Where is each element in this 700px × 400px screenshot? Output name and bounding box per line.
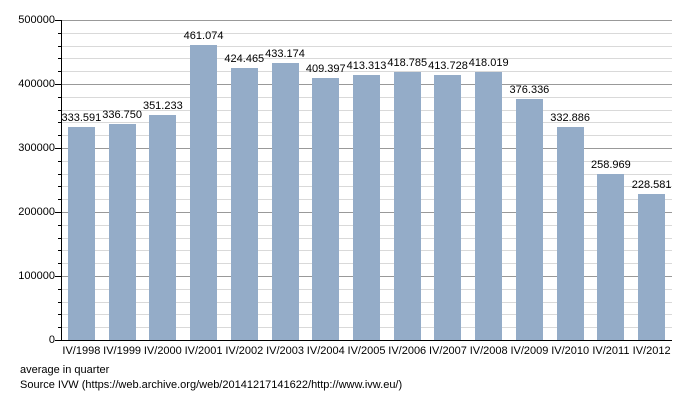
x-tick-label: IV/2006 [388, 345, 427, 357]
minor-tick [58, 186, 61, 188]
bar [434, 75, 462, 340]
bar [393, 71, 421, 340]
x-tick-label: IV/2001 [184, 345, 223, 357]
x-tick-label: IV/2011 [592, 345, 630, 357]
bar-value-label: 413.728 [428, 60, 468, 73]
minor-tick [58, 250, 61, 252]
minor-tick [58, 58, 61, 60]
minor-tick [58, 301, 61, 303]
bar-value-label: 418.785 [387, 56, 428, 69]
x-tick-label: IV/1998 [62, 345, 101, 357]
minor-tick [58, 32, 61, 34]
bar-value-label: 461.074 [183, 29, 224, 42]
bar [353, 75, 380, 340]
x-tick-label: IV/2003 [266, 345, 304, 357]
bar [271, 62, 299, 340]
major-tick [55, 84, 61, 85]
bar-value-label: 424.465 [224, 53, 265, 66]
bar-value-label: 333.591 [61, 111, 102, 124]
minor-tick [58, 109, 61, 111]
minor-tick [58, 314, 61, 316]
x-tick-label: IV/1999 [103, 345, 142, 357]
minor-tick [58, 224, 61, 226]
bar-value-label: 409.397 [305, 62, 346, 75]
bar [67, 126, 95, 340]
y-tick-label: 500000 [18, 14, 55, 26]
bar [190, 44, 218, 340]
minor-tick [58, 199, 61, 201]
bar [230, 68, 258, 340]
x-tick-label: IV/2012 [632, 345, 671, 357]
y-tick-label: 100000 [18, 270, 55, 282]
minor-gridline [61, 71, 672, 73]
plot-area [61, 20, 672, 340]
minor-tick [58, 173, 61, 175]
bar [475, 72, 503, 340]
x-tick-label: IV/2000 [143, 345, 182, 357]
x-tick-label: IV/2009 [510, 345, 549, 357]
chart-footer: average in quarter Source IVW (https://w… [20, 363, 402, 393]
minor-tick [58, 327, 61, 329]
bar-value-label: 413.313 [346, 60, 387, 73]
chart-source: Source IVW (https://web.archive.org/web/… [20, 379, 403, 391]
bar-value-label: 228.581 [631, 178, 672, 191]
minor-tick [58, 45, 61, 47]
x-tick-label: IV/2004 [306, 345, 345, 357]
major-tick [55, 20, 61, 21]
minor-tick [58, 160, 61, 162]
y-tick-label: 400000 [18, 78, 55, 90]
minor-tick [58, 263, 61, 265]
x-tick-label: IV/2008 [469, 345, 508, 357]
bar-value-label: 351.233 [142, 100, 183, 113]
bar [515, 99, 543, 340]
major-gridline [61, 20, 672, 21]
x-tick-label: IV/2010 [551, 345, 590, 357]
bar [312, 78, 340, 340]
minor-tick [58, 237, 61, 239]
bar-value-label: 336.750 [102, 109, 142, 122]
x-tick-label: IV/2002 [225, 345, 264, 357]
y-tick-label: 200000 [18, 206, 55, 218]
minor-gridline [61, 45, 672, 47]
bar [149, 115, 177, 340]
minor-gridline [61, 32, 672, 34]
bar [638, 193, 666, 340]
bar [108, 124, 136, 340]
x-tick-label: IV/2005 [347, 345, 386, 357]
y-axis-line [61, 20, 62, 341]
minor-tick [58, 122, 61, 124]
major-tick [55, 148, 61, 149]
bar-value-label: 418.019 [468, 57, 509, 70]
bar-value-label: 376.336 [509, 84, 550, 97]
minor-tick [58, 96, 61, 98]
major-tick [55, 276, 61, 277]
bar-value-label: 258.969 [591, 159, 631, 172]
minor-tick [58, 71, 61, 73]
major-tick [55, 212, 61, 213]
major-tick [55, 340, 61, 341]
minor-tick [58, 288, 61, 290]
y-tick-label: 0 [48, 334, 55, 346]
chart-note: average in quarter [20, 364, 110, 376]
minor-tick [58, 135, 61, 137]
bar-value-label: 433.174 [265, 47, 305, 60]
bar-value-label: 332.886 [550, 111, 591, 124]
minor-gridline [61, 58, 672, 60]
x-axis-line [61, 340, 672, 341]
bar [597, 174, 625, 340]
y-tick-label: 300000 [18, 142, 55, 154]
bar [556, 126, 584, 340]
x-tick-label: IV/2007 [428, 345, 467, 357]
